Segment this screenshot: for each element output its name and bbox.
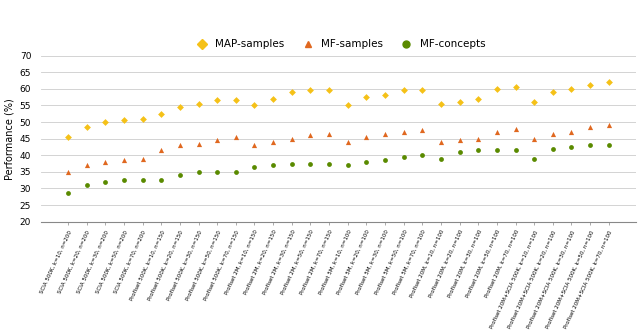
- Point: [361, 159, 371, 165]
- Point: [175, 143, 185, 148]
- Point: [473, 148, 483, 153]
- Point: [324, 131, 334, 136]
- Point: [511, 85, 521, 90]
- Point: [212, 169, 222, 174]
- Point: [100, 179, 111, 184]
- Point: [100, 159, 111, 165]
- Point: [473, 136, 483, 141]
- Point: [63, 134, 73, 140]
- Point: [361, 95, 371, 100]
- Legend: MAP-samples, MF-samples, MF-concepts: MAP-samples, MF-samples, MF-concepts: [191, 39, 485, 49]
- Point: [119, 177, 129, 183]
- Point: [287, 90, 297, 95]
- Point: [585, 143, 595, 148]
- Point: [100, 119, 111, 125]
- Point: [156, 177, 166, 183]
- Point: [305, 88, 316, 93]
- Point: [193, 141, 204, 146]
- Point: [417, 128, 428, 133]
- Point: [454, 100, 465, 105]
- Point: [529, 100, 540, 105]
- Point: [138, 116, 148, 121]
- Point: [119, 158, 129, 163]
- Point: [212, 138, 222, 143]
- Point: [548, 90, 558, 95]
- Point: [454, 138, 465, 143]
- Point: [81, 182, 92, 188]
- Point: [436, 139, 446, 145]
- Point: [175, 105, 185, 110]
- Point: [380, 93, 390, 98]
- Point: [175, 172, 185, 178]
- Point: [604, 123, 614, 128]
- Point: [305, 133, 316, 138]
- Point: [230, 134, 241, 140]
- Point: [268, 96, 278, 102]
- Point: [529, 156, 540, 161]
- Point: [250, 164, 260, 169]
- Point: [63, 191, 73, 196]
- Point: [156, 111, 166, 117]
- Point: [230, 169, 241, 174]
- Point: [156, 148, 166, 153]
- Point: [548, 146, 558, 151]
- Point: [119, 118, 129, 123]
- Point: [566, 129, 577, 135]
- Point: [287, 136, 297, 141]
- Point: [81, 124, 92, 130]
- Point: [193, 101, 204, 107]
- Point: [230, 98, 241, 103]
- Point: [492, 129, 502, 135]
- Point: [138, 177, 148, 183]
- Point: [342, 103, 353, 108]
- Point: [511, 126, 521, 131]
- Point: [566, 86, 577, 92]
- Point: [492, 86, 502, 92]
- Point: [604, 143, 614, 148]
- Point: [529, 136, 540, 141]
- Point: [399, 154, 409, 160]
- Point: [585, 124, 595, 130]
- Point: [63, 169, 73, 174]
- Point: [399, 88, 409, 93]
- Point: [138, 156, 148, 161]
- Point: [287, 161, 297, 166]
- Point: [324, 161, 334, 166]
- Point: [417, 88, 428, 93]
- Point: [511, 148, 521, 153]
- Point: [250, 103, 260, 108]
- Point: [399, 129, 409, 135]
- Point: [212, 98, 222, 103]
- Point: [250, 143, 260, 148]
- Point: [492, 148, 502, 153]
- Point: [380, 131, 390, 136]
- Point: [548, 131, 558, 136]
- Point: [268, 163, 278, 168]
- Point: [380, 158, 390, 163]
- Point: [342, 139, 353, 145]
- Point: [454, 149, 465, 155]
- Point: [585, 83, 595, 88]
- Point: [342, 163, 353, 168]
- Point: [324, 88, 334, 93]
- Point: [436, 156, 446, 161]
- Point: [81, 163, 92, 168]
- Point: [604, 80, 614, 85]
- Point: [268, 139, 278, 145]
- Point: [305, 161, 316, 166]
- Point: [193, 169, 204, 174]
- Y-axis label: Performance (%): Performance (%): [4, 98, 14, 179]
- Point: [566, 144, 577, 150]
- Point: [473, 96, 483, 102]
- Point: [361, 134, 371, 140]
- Point: [436, 101, 446, 107]
- Point: [417, 153, 428, 158]
